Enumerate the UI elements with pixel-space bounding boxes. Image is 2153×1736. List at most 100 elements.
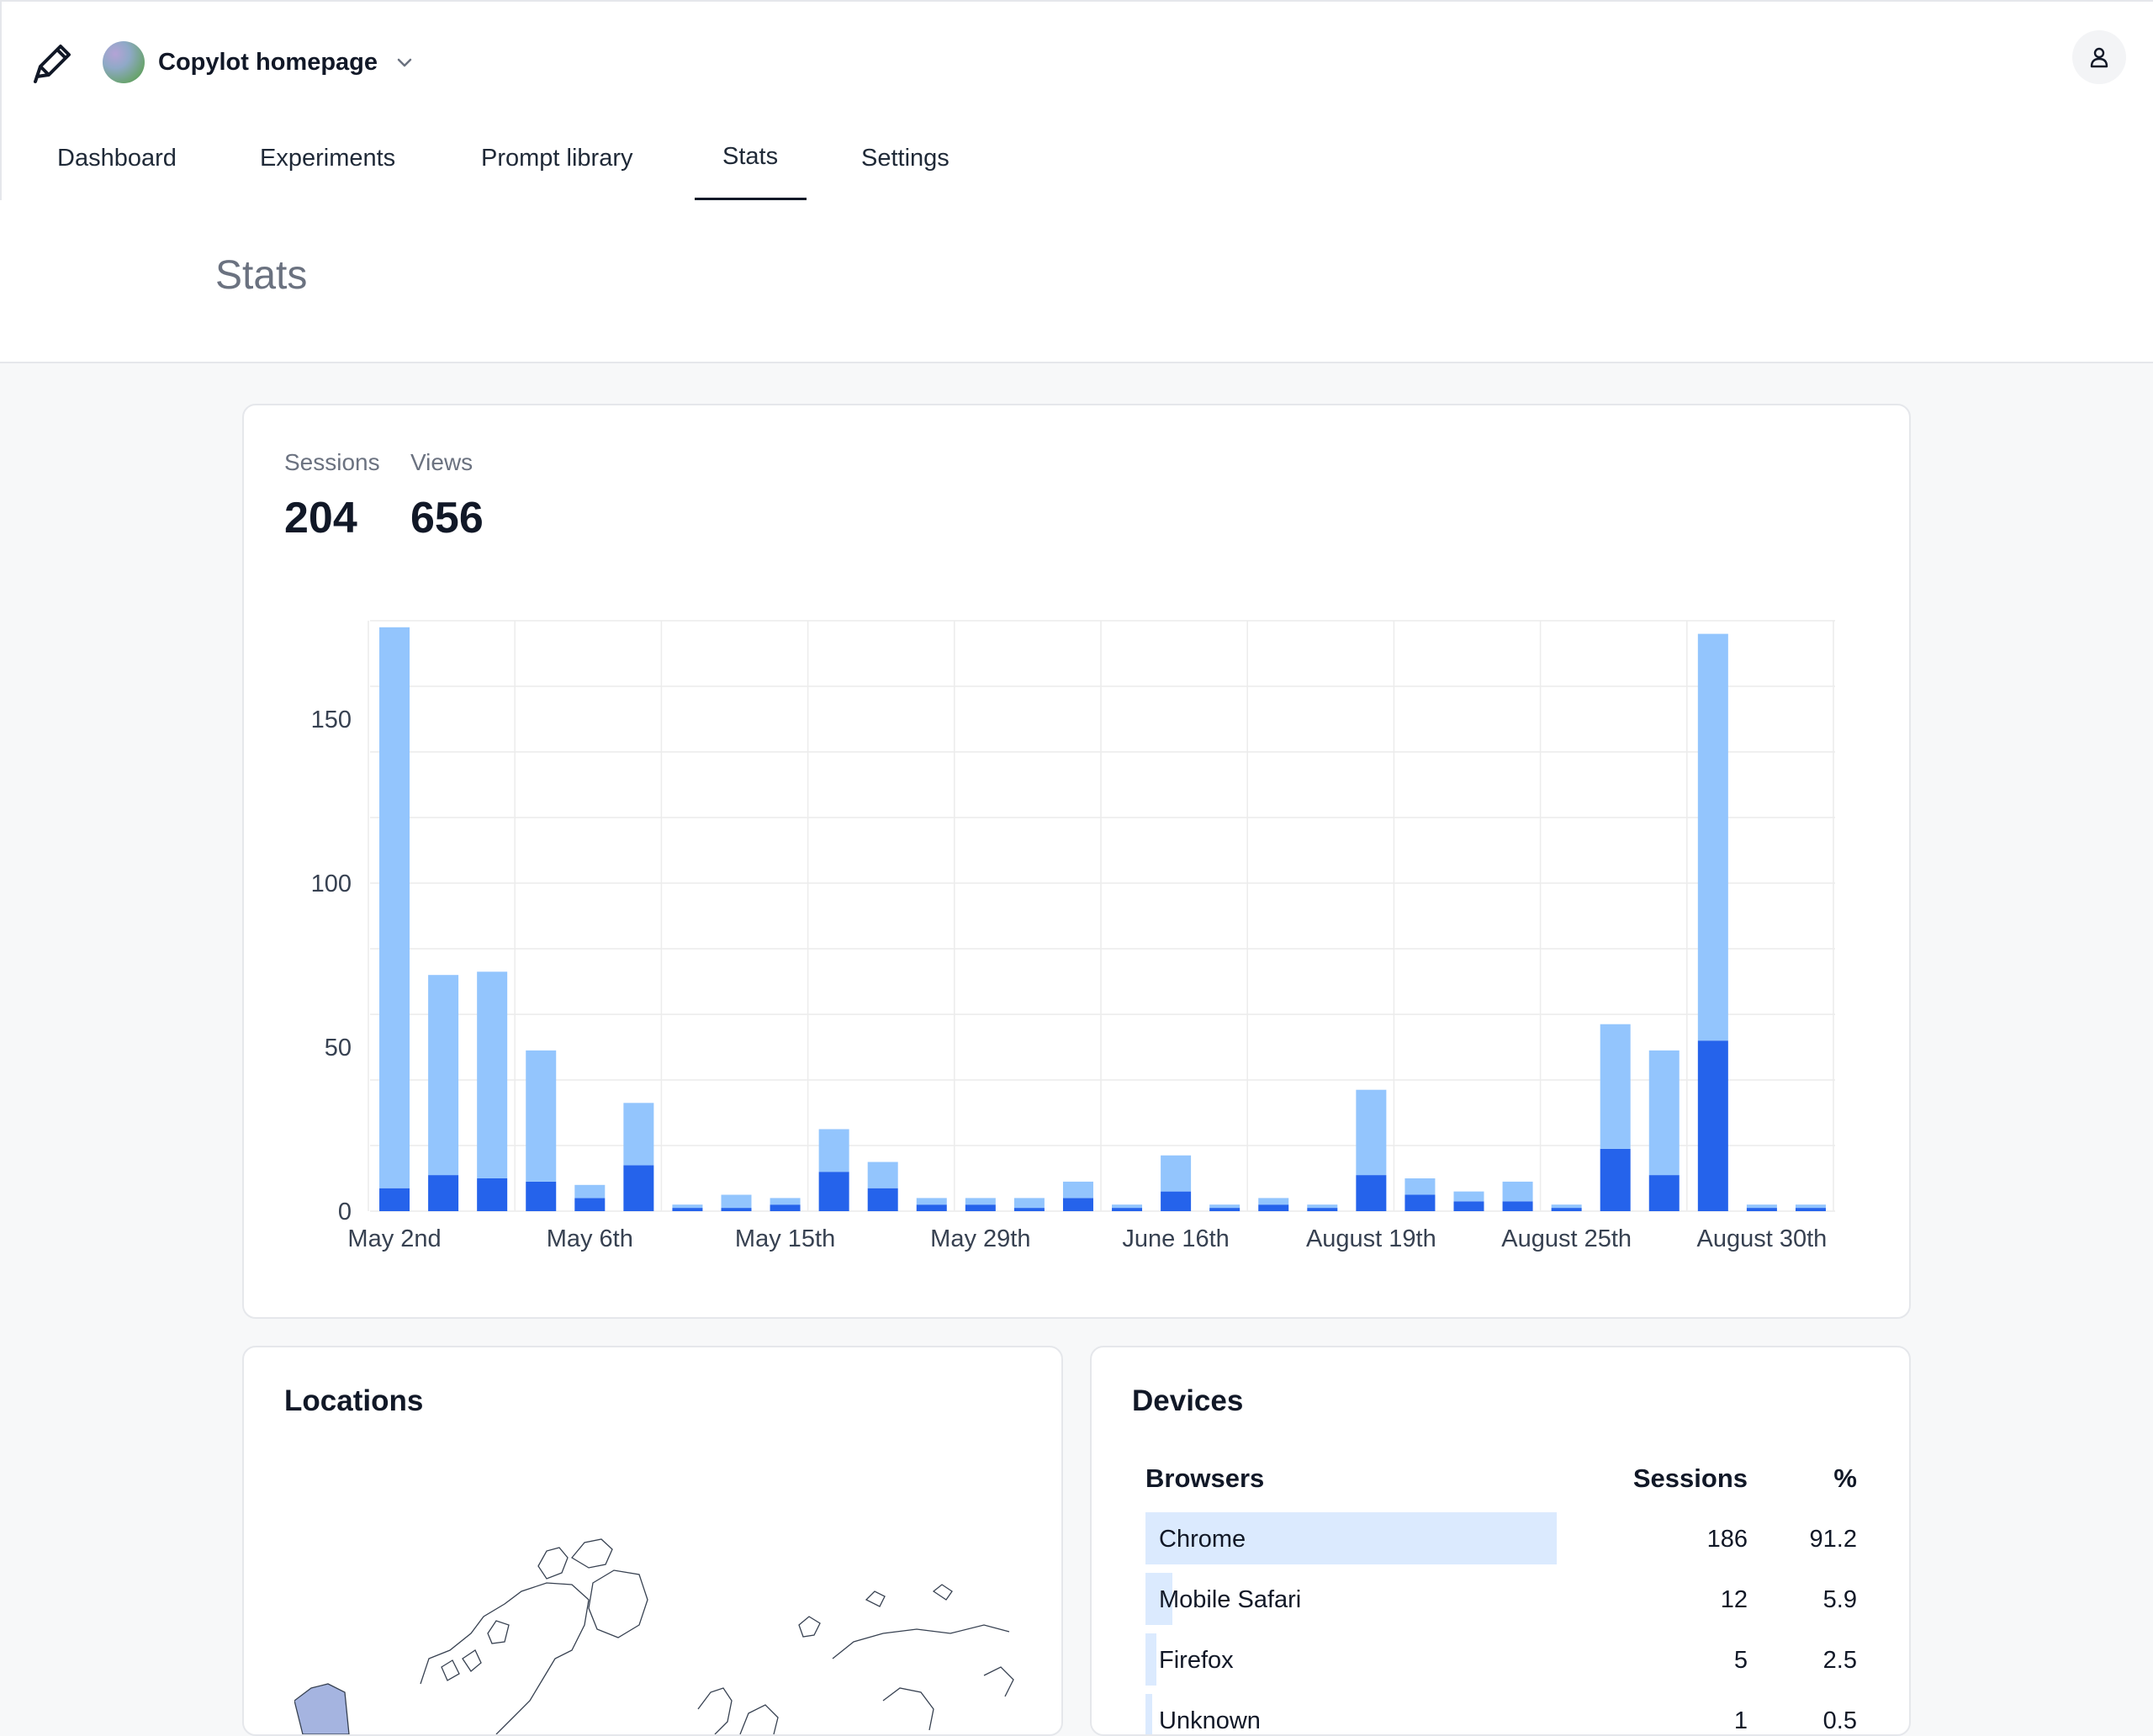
x-tick-label: May 2nd <box>347 1225 441 1252</box>
sessions-bar[interactable] <box>428 1175 459 1211</box>
locations-title: Locations <box>284 1384 424 1417</box>
views-value: 656 <box>410 494 484 542</box>
views-bar[interactable] <box>428 975 459 1176</box>
sessions-bar[interactable] <box>1209 1208 1240 1211</box>
views-bar[interactable] <box>1161 1155 1192 1192</box>
views-bar[interactable] <box>916 1198 947 1205</box>
y-tick-label: 150 <box>311 707 352 733</box>
sessions-bar[interactable] <box>1453 1201 1484 1211</box>
views-bar[interactable] <box>526 1050 557 1182</box>
sessions-bar[interactable] <box>965 1204 996 1211</box>
views-label: Views <box>410 449 473 475</box>
x-tick-label: May 29th <box>930 1225 1030 1252</box>
sessions-bar[interactable] <box>623 1165 654 1211</box>
views-bar[interactable] <box>867 1162 898 1188</box>
views-bar[interactable] <box>1307 1204 1338 1209</box>
x-tick-label: May 15th <box>735 1225 835 1252</box>
views-bar[interactable] <box>1795 1204 1826 1209</box>
user-menu-button[interactable] <box>2072 30 2126 84</box>
sessions-bar[interactable] <box>1697 1040 1728 1211</box>
project-name: Copylot homepage <box>158 48 378 76</box>
y-tick-label: 50 <box>325 1035 352 1061</box>
project-avatar <box>103 41 145 83</box>
views-bar[interactable] <box>623 1103 654 1166</box>
browser-sessions: 5 <box>1733 1647 1748 1674</box>
sessions-bar[interactable] <box>1258 1204 1289 1211</box>
views-bar[interactable] <box>1453 1191 1484 1202</box>
x-tick-label: August 30th <box>1697 1225 1828 1252</box>
views-bar[interactable] <box>477 971 508 1178</box>
pen-icon[interactable] <box>29 40 76 87</box>
sessions-bar[interactable] <box>916 1204 947 1211</box>
x-tick-label: August 25th <box>1501 1225 1632 1252</box>
sessions-bar[interactable] <box>1356 1175 1387 1211</box>
views-bar[interactable] <box>818 1129 849 1172</box>
views-bar[interactable] <box>1356 1089 1387 1176</box>
views-bar[interactable] <box>1648 1050 1680 1176</box>
sessions-bar[interactable] <box>1648 1175 1680 1211</box>
views-bar[interactable] <box>574 1184 606 1199</box>
views-bar[interactable] <box>770 1198 801 1205</box>
x-tick-label: August 19th <box>1306 1225 1436 1252</box>
tab-prompt-library[interactable]: Prompt library <box>481 145 633 172</box>
views-bar[interactable] <box>1697 633 1728 1041</box>
sessions-bar[interactable] <box>1795 1208 1826 1211</box>
page-header: Stats <box>0 200 2153 363</box>
sessions-label: Sessions <box>284 449 380 475</box>
browser-percent: 2.5 <box>1822 1647 1857 1674</box>
sessions-bar[interactable] <box>1307 1208 1338 1211</box>
sessions-bar[interactable] <box>477 1178 508 1211</box>
sessions-bar[interactable] <box>379 1188 410 1211</box>
views-bar[interactable] <box>1600 1024 1631 1149</box>
sessions-bar[interactable] <box>1404 1194 1436 1212</box>
y-tick-label: 100 <box>311 871 352 897</box>
sessions-bar[interactable] <box>1551 1208 1582 1211</box>
sessions-bar[interactable] <box>721 1208 752 1211</box>
project-selector[interactable]: Copylot homepage <box>103 40 415 84</box>
sessions-bar[interactable] <box>526 1181 557 1211</box>
browser-name: Firefox <box>1159 1647 1234 1674</box>
share-bar <box>1145 1573 1172 1625</box>
sessions-bar[interactable] <box>1746 1208 1777 1211</box>
sessions-bar[interactable] <box>1502 1201 1533 1211</box>
sessions-bar[interactable] <box>1013 1208 1045 1211</box>
views-bar[interactable] <box>721 1194 752 1209</box>
sessions-bar[interactable] <box>574 1198 606 1211</box>
views-bar[interactable] <box>1209 1204 1240 1209</box>
tab-dashboard[interactable]: Dashboard <box>57 145 177 172</box>
tab-stats[interactable]: Stats <box>722 143 779 170</box>
views-bar[interactable] <box>672 1204 703 1209</box>
page-title: Stats <box>215 253 308 298</box>
views-bar[interactable] <box>1551 1204 1582 1209</box>
traffic-card: Sessions Views 204 656 0 50 100 150 May 2nd M… <box>242 404 1911 1319</box>
sessions-bar[interactable] <box>770 1204 801 1211</box>
views-bar[interactable] <box>1112 1204 1143 1209</box>
views-bar[interactable] <box>1746 1204 1777 1209</box>
tab-settings[interactable]: Settings <box>861 145 950 172</box>
world-map[interactable] <box>294 1532 1018 1734</box>
views-bar[interactable] <box>1404 1178 1436 1195</box>
sessions-bar[interactable] <box>867 1188 898 1211</box>
browser-sessions: 12 <box>1720 1586 1748 1613</box>
browser-percent: 91.2 <box>1809 1526 1857 1553</box>
percent-column-header: % <box>1833 1463 1857 1493</box>
tab-experiments[interactable]: Experiments <box>260 145 396 172</box>
views-bar[interactable] <box>379 627 410 1188</box>
sessions-views-chart: 0 50 100 150 May 2nd May 6th May 15th May 29th J… <box>311 620 1835 1252</box>
views-bar[interactable] <box>1062 1181 1093 1199</box>
views-bar[interactable] <box>1258 1198 1289 1205</box>
sessions-bar[interactable] <box>1600 1148 1631 1211</box>
share-bar <box>1145 1633 1157 1686</box>
views-bar[interactable] <box>1013 1198 1045 1209</box>
sessions-bar[interactable] <box>672 1208 703 1211</box>
views-bar[interactable] <box>965 1198 996 1205</box>
browsers-column-header: Browsers <box>1145 1463 1265 1493</box>
browser-name: Mobile Safari <box>1159 1586 1302 1613</box>
devices-card: Devices Browsers Sessions % Chrome 186 91.… <box>1090 1346 1911 1736</box>
sessions-bar[interactable] <box>1062 1198 1093 1211</box>
sessions-bar[interactable] <box>1161 1191 1192 1211</box>
sessions-bar[interactable] <box>818 1172 849 1211</box>
sessions-bar[interactable] <box>1112 1208 1143 1211</box>
views-bar[interactable] <box>1502 1181 1533 1202</box>
share-bar <box>1145 1512 1557 1564</box>
